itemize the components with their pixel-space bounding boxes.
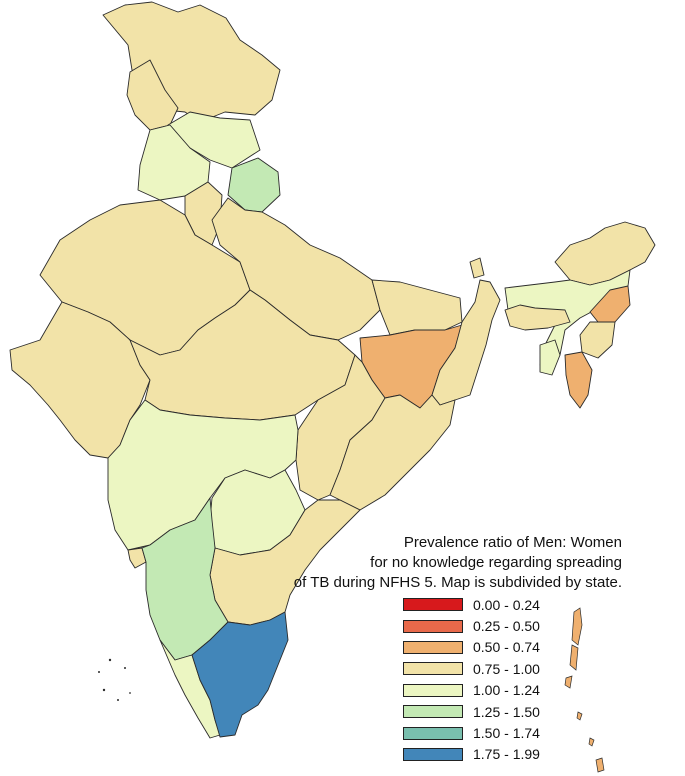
region-sikkim xyxy=(469,257,485,279)
region-meghalaya xyxy=(504,304,571,331)
legend-label: 0.25 - 0.50 xyxy=(473,618,540,635)
legend-swatch xyxy=(403,640,463,654)
legend-swatch xyxy=(403,747,463,761)
region-odisha xyxy=(329,394,456,511)
map-caption: Prevalence ratio of Men: Women for no kn… xyxy=(266,533,622,593)
legend-swatch xyxy=(403,662,463,676)
legend-swatch xyxy=(403,598,463,612)
legend-item: 0.25 - 0.50 xyxy=(403,615,540,636)
region-mizoram xyxy=(564,351,593,409)
region-himachal-pradesh xyxy=(167,111,261,169)
legend-item: 1.00 - 1.24 xyxy=(403,680,540,701)
legend-label: 1.75 - 1.99 xyxy=(473,746,540,763)
legend-label: 1.00 - 1.24 xyxy=(473,682,540,699)
region-manipur xyxy=(579,321,616,359)
lakshadweep-islands xyxy=(98,658,131,701)
region-ladakh xyxy=(102,1,281,123)
region-west-bengal xyxy=(431,279,501,406)
region-goa xyxy=(127,547,147,569)
andaman-island-south xyxy=(564,675,573,689)
legend-label: 1.25 - 1.50 xyxy=(473,703,540,720)
region-tripura xyxy=(539,339,561,376)
caption-line-3: of TB during NFHS 5. Map is subdivided b… xyxy=(293,574,622,591)
andaman-island-north xyxy=(571,607,583,646)
legend-label: 0.00 - 0.24 xyxy=(473,596,540,613)
legend-swatch xyxy=(403,619,463,633)
legend-item: 1.50 - 1.74 xyxy=(403,722,540,743)
region-arunachal-pradesh xyxy=(554,221,656,286)
andaman-island-middle xyxy=(569,644,579,671)
legend-item: 1.25 - 1.50 xyxy=(403,701,540,722)
nicobar-island-north xyxy=(576,711,583,721)
legend-swatch xyxy=(403,683,463,697)
legend-label: 0.50 - 0.74 xyxy=(473,639,540,656)
caption-line-1: Prevalence ratio of Men: Women xyxy=(403,534,622,551)
legend-item: 1.75 - 1.99 xyxy=(403,744,540,765)
legend-label: 1.50 - 1.74 xyxy=(473,725,540,742)
region-karnataka xyxy=(141,497,229,661)
region-uttar-pradesh xyxy=(211,197,381,341)
legend-item: 0.00 - 0.24 xyxy=(403,594,540,615)
andaman-nicobar-islands xyxy=(564,607,605,773)
legend-swatch xyxy=(403,726,463,740)
legend-label: 0.75 - 1.00 xyxy=(473,660,540,677)
nicobar-island-south xyxy=(595,757,605,773)
legend-swatch xyxy=(403,705,463,719)
nicobar-island-middle xyxy=(588,737,595,747)
legend-item: 0.75 - 1.00 xyxy=(403,658,540,679)
region-bihar xyxy=(371,279,463,336)
caption-line-2: for no knowledge regarding spreading xyxy=(370,554,622,571)
region-tamil-nadu xyxy=(191,611,289,738)
legend-item: 0.50 - 0.74 xyxy=(403,637,540,658)
region-uttarakhand xyxy=(227,157,281,213)
map-legend: 0.00 - 0.24 0.25 - 0.50 0.50 - 0.74 0.75 - … xyxy=(403,594,540,765)
